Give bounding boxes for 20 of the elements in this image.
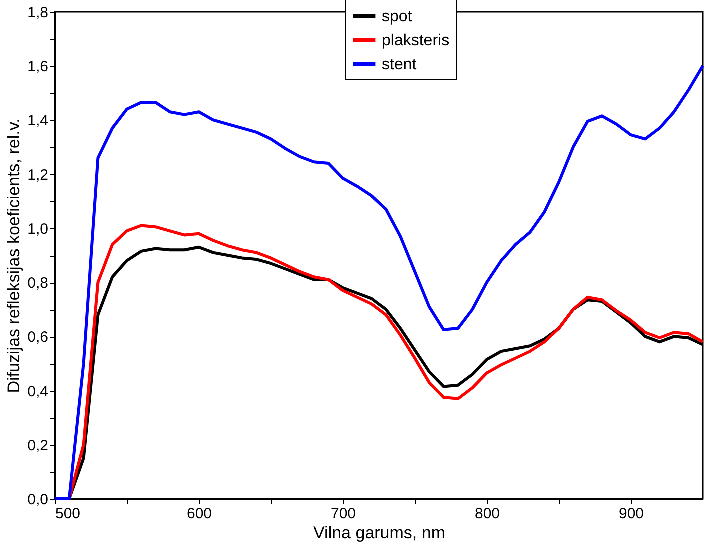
legend-label: stent — [382, 56, 418, 74]
y-tick-label: 1,2 — [28, 166, 48, 184]
legend-label: plaksteris — [382, 32, 450, 50]
x-tick-label: 900 — [618, 506, 644, 522]
x-tick-label: 700 — [330, 506, 356, 522]
y-tick-label: 0,2 — [28, 437, 48, 454]
x-tick-label: 500 — [56, 506, 81, 522]
y-tick-label: 0,6 — [28, 329, 48, 346]
x-tick-label: 600 — [186, 506, 212, 522]
y-tick-label: 0,0 — [28, 492, 48, 508]
y-tick-label: 0,4 — [28, 383, 48, 400]
x-axis-title: Vilna garums, nm — [314, 524, 446, 542]
y-tick-label: 1,6 — [28, 58, 48, 76]
y-tick-label: 1,8 — [28, 4, 48, 22]
y-tick-label: 0,8 — [28, 275, 48, 292]
y-tick-label: 1,0 — [28, 220, 48, 238]
y-tick-label: 1,4 — [28, 112, 48, 130]
x-tick-label: 800 — [474, 506, 500, 522]
legend-label: spot — [382, 8, 413, 26]
y-axis-title: Difuzijas refleksijas koeficients, rel.v. — [4, 118, 24, 394]
